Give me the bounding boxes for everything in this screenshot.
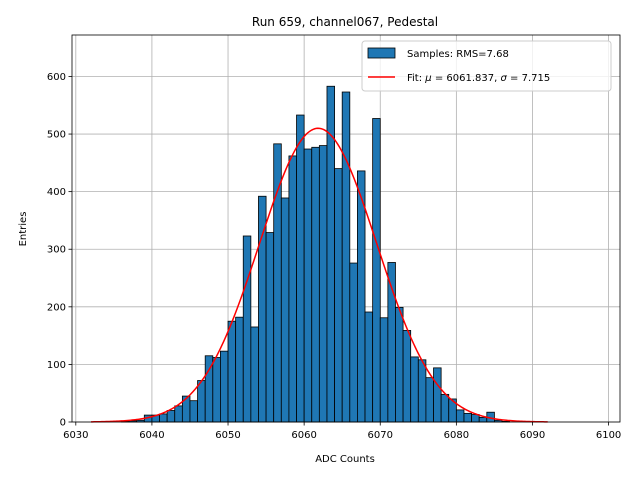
legend-box <box>361 40 612 92</box>
fit-curve <box>91 127 548 423</box>
histogram-bar <box>402 330 412 423</box>
histogram-bar <box>166 410 176 423</box>
x-tick-label: 6060 <box>291 430 316 441</box>
histogram-bar <box>197 380 206 423</box>
histogram-bar <box>471 414 480 423</box>
legend-swatch-samples <box>367 47 396 59</box>
y-tick-label: 0 <box>60 418 66 429</box>
y-tick-label: 400 <box>47 187 66 198</box>
histogram-bar <box>395 306 404 423</box>
axes-frame <box>71 34 621 423</box>
legend: Samples: RMS=7.68 Fit: μ = 6061.837, σ =… <box>361 40 612 92</box>
histogram-bar <box>235 316 244 423</box>
x-tick-label: 6080 <box>444 430 469 441</box>
histogram-bar <box>372 118 381 423</box>
histogram-bar <box>425 377 434 423</box>
y-tick-label: 500 <box>47 130 66 141</box>
histogram-bar <box>379 317 389 423</box>
y-tick-label: 200 <box>47 302 66 313</box>
histogram-bar <box>349 262 358 423</box>
x-tick-label: 6090 <box>520 430 545 441</box>
y-tick-label: 600 <box>47 72 66 83</box>
histogram-bar <box>334 168 343 423</box>
y-tick-label: 100 <box>47 360 66 371</box>
y-axis-ticks: 0 100 200 300 400 500 600 <box>47 72 72 429</box>
y-axis-label: Entries <box>18 212 29 247</box>
legend-label-samples: Samples: RMS=7.68 <box>407 49 509 60</box>
histogram-bar <box>417 359 427 423</box>
x-tick-label: 6040 <box>139 430 164 441</box>
histogram-bar <box>296 114 305 423</box>
histogram-bar <box>227 320 237 423</box>
histogram-bar <box>159 413 168 423</box>
histogram-bar <box>189 400 198 423</box>
histogram-bar <box>258 195 267 423</box>
histogram-bar <box>220 350 229 423</box>
x-tick-label: 6070 <box>368 430 393 441</box>
histogram-bar <box>280 197 290 423</box>
x-tick-label: 6100 <box>596 430 621 441</box>
histogram-bar <box>463 412 472 423</box>
histogram-bar <box>364 311 374 423</box>
histogram-bar <box>341 91 351 423</box>
histogram-bar <box>303 148 313 423</box>
histogram-bar <box>440 393 450 423</box>
x-tick-label: 6030 <box>63 430 88 441</box>
histogram-bar <box>174 405 183 423</box>
histogram-bar <box>265 232 275 423</box>
histogram-bar <box>311 146 320 423</box>
chart-title: Run 659, channel067, Pedestal <box>252 15 438 29</box>
histogram-bar <box>357 170 366 423</box>
histogram-bar <box>250 326 259 423</box>
histogram-bar <box>455 409 465 423</box>
histogram-bar <box>326 85 335 423</box>
x-axis-label: ADC Counts <box>315 454 375 465</box>
histogram-bar <box>318 145 328 423</box>
x-axis-ticks: 6030 6040 6050 6060 6070 6080 6090 6100 <box>63 422 621 441</box>
histogram-bar <box>410 356 419 423</box>
histogram-bar <box>478 416 488 423</box>
histogram-bar <box>242 235 252 423</box>
legend-label-fit: Fit: μ = 6061.837, σ = 7.715 <box>407 73 550 84</box>
x-tick-label: 6050 <box>215 430 240 441</box>
histogram-bar <box>212 357 221 423</box>
histogram-bar <box>433 367 442 423</box>
y-tick-label: 300 <box>47 245 66 256</box>
histogram-bar <box>288 155 297 423</box>
